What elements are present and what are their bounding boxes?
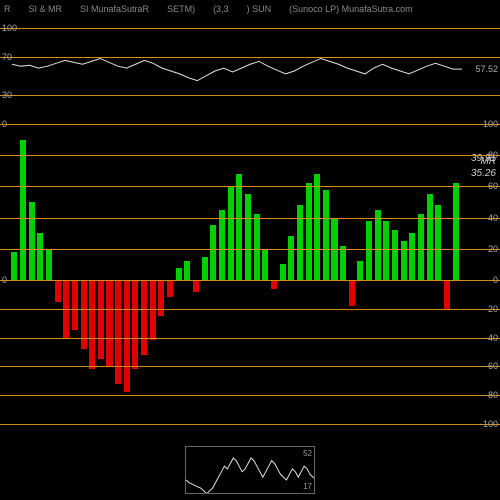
- axis-tick: 80: [488, 150, 498, 160]
- mr-bar: [444, 280, 450, 309]
- axis-tick: 70: [2, 52, 12, 62]
- mr-bar: [383, 221, 389, 280]
- thumb-low: 17: [303, 482, 312, 491]
- axis-tick: 100: [2, 23, 17, 33]
- axis-tick: 30: [2, 90, 12, 100]
- mr-bar: [375, 210, 381, 280]
- hdr-param: (3,3: [213, 4, 229, 14]
- mr-bar: [106, 280, 112, 366]
- mr-bar: [427, 194, 433, 280]
- axis-tick: 100: [483, 119, 498, 129]
- hdr-brand: (Sunoco LP) MunafaSutra.com: [289, 4, 413, 14]
- gridline: [0, 95, 500, 96]
- mr-bar: [349, 280, 355, 306]
- mr-bar: [115, 280, 121, 384]
- mr-bar: [132, 280, 138, 369]
- axis-tick: -80: [485, 390, 498, 400]
- mr-bar: [141, 280, 147, 355]
- mr-bar: [46, 249, 52, 280]
- mr-bar: [37, 233, 43, 280]
- thumb-high: 52: [303, 449, 312, 458]
- hdr-sun: ) SUN: [247, 4, 272, 14]
- mr-bar: [280, 264, 286, 280]
- rsi-panel: 57.52 10070300: [0, 18, 500, 124]
- mr-bar: [210, 225, 216, 280]
- axis-tick: -100: [480, 419, 498, 429]
- hdr-title: SI MunafaSutraR: [80, 4, 149, 14]
- mr-bar: [357, 261, 363, 280]
- hdr-r: R: [4, 4, 11, 14]
- gridline: [0, 218, 500, 219]
- mr-bar: [72, 280, 78, 330]
- mr-bar: [98, 280, 104, 359]
- gridline: [0, 57, 500, 58]
- mr-bar: [20, 140, 26, 280]
- thumbnail-chart: 52 17: [185, 446, 315, 494]
- mr-bar: [314, 174, 320, 280]
- hdr-setm: SETM): [167, 4, 195, 14]
- mr-bar: [55, 280, 61, 302]
- mr-bar: [435, 205, 441, 280]
- mr-bar: [236, 174, 242, 280]
- mr-bar: [167, 280, 173, 297]
- mr-bar: [124, 280, 130, 392]
- mr-bar: [219, 210, 225, 280]
- rsi-line-chart: [0, 18, 500, 124]
- mr-bar: [11, 252, 17, 280]
- mr-bar: [418, 214, 424, 280]
- mr-secondary-value: 35.26: [471, 168, 496, 179]
- gridline: [0, 124, 500, 125]
- gridline: [0, 249, 500, 250]
- gridline: [0, 186, 500, 187]
- rsi-last-value: 57.52: [475, 64, 498, 74]
- axis-tick: -60: [485, 361, 498, 371]
- gridline: [0, 28, 500, 29]
- gridline: [0, 338, 500, 339]
- mr-panel: MR 39.91 35.26 10080604020-20-40-60-80-1…: [0, 124, 500, 424]
- mr-bar: [81, 280, 87, 349]
- gridline: [0, 366, 500, 367]
- mr-bar: [392, 230, 398, 280]
- mr-bar: [245, 194, 251, 280]
- mr-bars: [10, 124, 460, 424]
- mr-bar: [89, 280, 95, 369]
- mr-bar: [158, 280, 164, 316]
- gridline: [0, 395, 500, 396]
- gridline: [0, 155, 500, 156]
- mr-bar: [176, 268, 182, 280]
- axis-zero: 0: [2, 275, 7, 285]
- mr-bar: [184, 261, 190, 280]
- mr-bar: [340, 246, 346, 280]
- mr-bar: [150, 280, 156, 340]
- axis-tick: 60: [488, 181, 498, 191]
- mr-bar: [202, 257, 208, 280]
- chart-header: R SI & MR SI MunafaSutraR SETM) (3,3 ) S…: [0, 0, 500, 18]
- mr-bar: [453, 183, 459, 280]
- gridline: [0, 309, 500, 310]
- axis-tick: 40: [488, 213, 498, 223]
- mr-bar: [193, 280, 199, 292]
- gridline: [0, 424, 500, 425]
- mr-bar: [409, 233, 415, 280]
- mr-bar: [306, 183, 312, 280]
- mr-bar: [323, 190, 329, 280]
- mr-bar: [262, 249, 268, 280]
- axis-tick: -40: [485, 333, 498, 343]
- gridline: [0, 280, 500, 281]
- mr-bar: [401, 241, 407, 280]
- mr-bar: [254, 214, 260, 280]
- axis-zero: 0: [493, 275, 498, 285]
- axis-tick: 20: [488, 244, 498, 254]
- mr-bar: [297, 205, 303, 280]
- mr-bar: [288, 236, 294, 280]
- axis-tick: -20: [485, 304, 498, 314]
- hdr-simr: SI & MR: [29, 4, 63, 14]
- mr-bar: [271, 280, 277, 289]
- mr-bar: [366, 221, 372, 280]
- mr-bar: [29, 202, 35, 280]
- mr-bar: [228, 186, 234, 280]
